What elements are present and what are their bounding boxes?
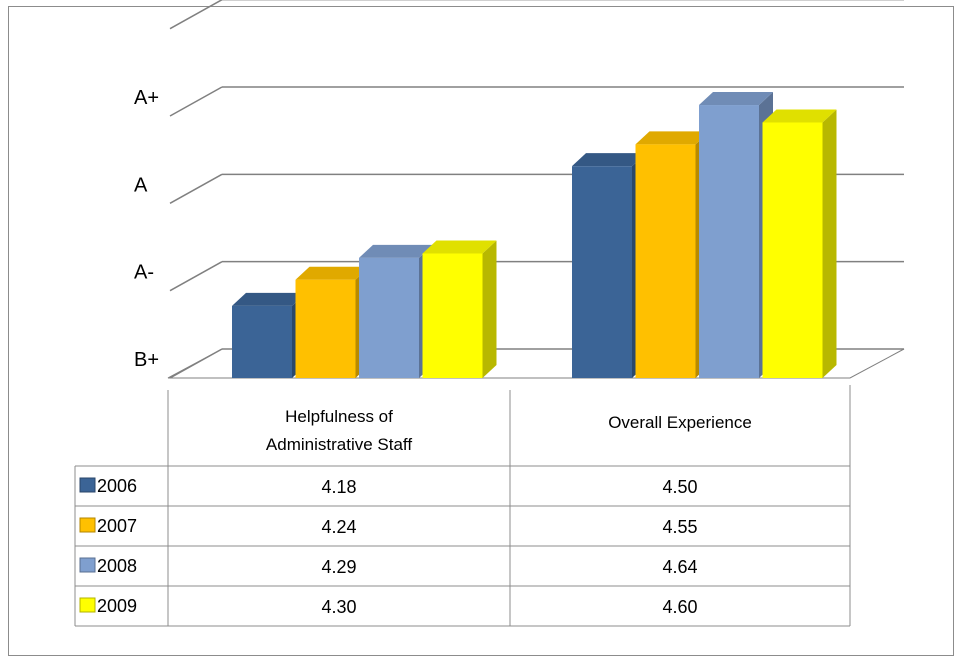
- bar: [699, 105, 759, 379]
- data-label: 4.60: [662, 597, 697, 617]
- bar: [295, 279, 356, 378]
- legend-key: [79, 517, 96, 533]
- bar: [359, 257, 419, 378]
- bar-top: [635, 131, 710, 145]
- y-tick-label: B+: [134, 349, 159, 371]
- category-label: Helpfulness of: [285, 407, 393, 426]
- bar-top: [295, 266, 370, 280]
- data-label: 4.24: [321, 517, 356, 537]
- bar-top: [572, 153, 646, 167]
- legend-key: [79, 477, 96, 493]
- data-table: Helpfulness of Administrative Staff Overal…: [74, 385, 851, 627]
- legend-key: [79, 597, 96, 613]
- bar: [762, 122, 823, 378]
- y-tick-label: A+: [134, 87, 159, 109]
- y-axis-labels: B+ A- A A+: [134, 87, 159, 371]
- bar-top: [762, 109, 837, 123]
- data-label: 4.64: [662, 557, 697, 577]
- legend-key: [79, 557, 96, 573]
- y-tick-label: A: [134, 174, 148, 196]
- gridline-diagonal: [169, 173, 223, 204]
- bar: [635, 144, 696, 378]
- gridline-diagonal: [169, 0, 223, 30]
- legend-label: 2007: [97, 516, 137, 536]
- bar: [232, 305, 292, 378]
- bar-side: [482, 240, 497, 378]
- bar-top: [232, 292, 306, 306]
- bar-top: [359, 244, 433, 258]
- data-label: 4.50: [662, 477, 697, 497]
- bar-top: [699, 92, 773, 106]
- gridline-diagonal: [169, 86, 223, 117]
- y-tick-label: A-: [134, 262, 154, 284]
- bar-top: [422, 240, 497, 254]
- bars: [232, 92, 837, 379]
- bar: [572, 166, 632, 378]
- category-label: Administrative Staff: [266, 435, 412, 454]
- data-label: 4.18: [321, 477, 356, 497]
- bar: [422, 253, 483, 378]
- gridline-diagonal: [169, 261, 223, 292]
- legend-label: 2006: [97, 476, 137, 496]
- data-label: 4.30: [321, 597, 356, 617]
- data-label: 4.29: [321, 557, 356, 577]
- legend-label: 2009: [97, 596, 137, 616]
- category-label: Overall Experience: [608, 413, 752, 432]
- bar-side: [822, 109, 837, 378]
- data-label: 4.55: [662, 517, 697, 537]
- legend-label: 2008: [97, 556, 137, 576]
